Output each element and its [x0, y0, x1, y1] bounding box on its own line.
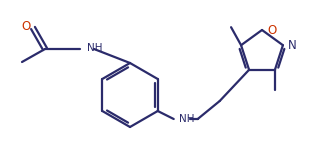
Text: O: O — [21, 21, 31, 34]
Text: NH: NH — [179, 114, 194, 124]
Text: N: N — [288, 39, 297, 52]
Text: NH: NH — [87, 43, 102, 53]
Text: O: O — [267, 24, 276, 37]
